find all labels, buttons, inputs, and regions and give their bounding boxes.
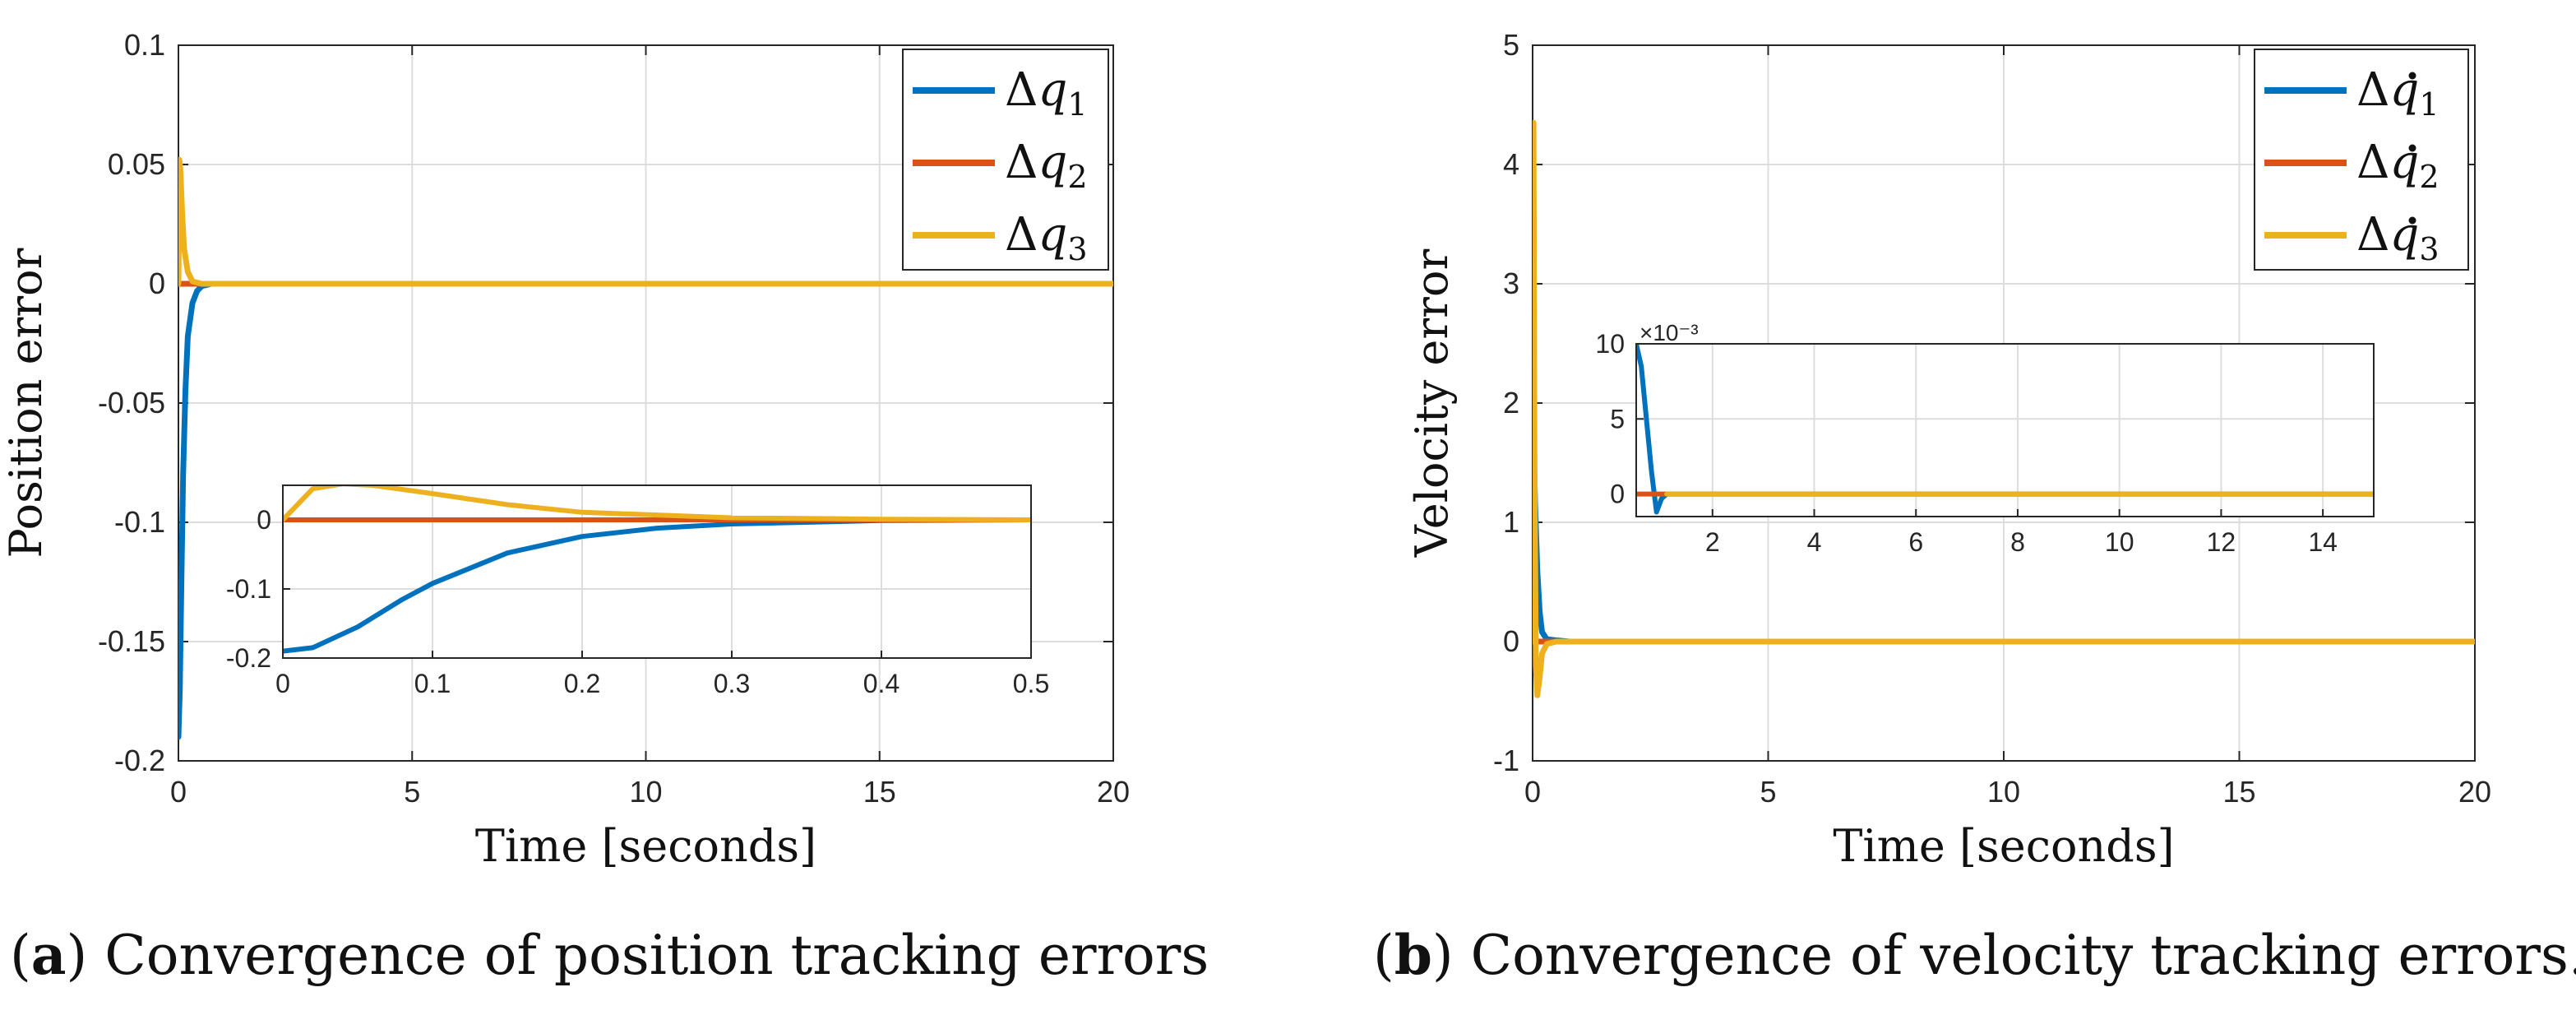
inset-x-tick-label: 0.1 <box>414 669 451 698</box>
caption-a-letter: a <box>30 923 67 987</box>
legend-label-3: Δq3 <box>1005 208 1088 267</box>
legend-label-subscript: 1 <box>2419 86 2439 123</box>
x-tick-label: 15 <box>2222 775 2255 809</box>
y-tick-label: 0.05 <box>108 147 165 181</box>
legend-label-variable: q <box>1038 208 1067 262</box>
legend-label-3: Δq3 <box>2356 208 2440 267</box>
x-tick-label: 20 <box>1097 775 1130 809</box>
inset-exponent-label: ×10⁻³ <box>1639 320 1699 345</box>
legend-label-subscript: 2 <box>2419 159 2439 195</box>
legend-label-base: Δ <box>1005 136 1038 189</box>
legend-label-base: Δ <box>2356 136 2389 189</box>
inset-x-tick-label: 4 <box>1807 527 1822 557</box>
x-tick-label: 5 <box>1760 775 1776 809</box>
legend-label-variable: q <box>2389 136 2419 189</box>
x-tick-label: 10 <box>1987 775 2020 809</box>
inset-frame <box>282 484 1032 659</box>
inset-series-line-3 <box>283 485 1031 522</box>
y-tick-label: 3 <box>1503 267 1519 300</box>
legend-label-1: Δq1 <box>1005 63 1088 123</box>
legend-label-base: Δ <box>2356 63 2389 117</box>
y-tick-label: 2 <box>1503 386 1519 419</box>
y-axis-label: Position error <box>0 248 52 558</box>
inset-x-tick-label: 12 <box>2207 527 2236 557</box>
inset-chart: 2 4 6 8 10 12 14 0 5 10 ×10⁻³ <box>1595 320 2375 557</box>
y-tick-label: 1 <box>1503 505 1519 539</box>
x-tick-label: 15 <box>863 775 896 809</box>
y-tick-label: 5 <box>1503 28 1519 62</box>
y-tick-label: -1 <box>1493 744 1519 777</box>
legend-label-variable: q <box>2389 208 2419 262</box>
caption-a: (a) Convergence of position tracking err… <box>10 923 1209 987</box>
legend-dot-accent <box>2408 72 2416 80</box>
y-tick-label: -0.1 <box>114 505 165 539</box>
legend-dot-accent <box>2408 144 2416 152</box>
caption-b-letter: b <box>1394 923 1432 987</box>
series-line-3 <box>178 156 1113 287</box>
inset-x-tick-label: 6 <box>1908 527 1923 557</box>
inset-x-tick-label: 8 <box>2010 527 2025 557</box>
inset-y-tick-label: 5 <box>1610 404 1625 433</box>
series-line-3 <box>1533 119 2475 698</box>
inset-x-tick-label: 0.5 <box>1013 669 1049 698</box>
inset-frame <box>1635 343 2375 517</box>
y-tick-label: 0 <box>149 267 165 300</box>
inset-x-tick-label: 0 <box>275 669 290 698</box>
inset-y-tick-label: -0.2 <box>226 643 271 673</box>
inset-x-tick-label: 14 <box>2308 527 2338 557</box>
inset-chart: 0 0.1 0.2 0.3 0.4 0.5 -0.2 -0.1 0 <box>226 484 1049 698</box>
x-tick-label: 20 <box>2458 775 2491 809</box>
y-tick-label: 0.1 <box>124 28 165 62</box>
legend-label-variable: q <box>2389 63 2419 117</box>
legend-label-base: Δ <box>1005 208 1038 262</box>
inset-series-line-1 <box>283 517 1031 654</box>
inset-y-tick-label: -0.1 <box>226 574 271 604</box>
x-tick-label: 10 <box>629 775 662 809</box>
y-tick-label: 4 <box>1503 147 1519 181</box>
legend-label-base: Δ <box>2356 208 2389 262</box>
x-tick-label: 0 <box>1524 775 1541 809</box>
x-axis-label: Time [seconds] <box>1833 820 2174 872</box>
x-tick-label: 5 <box>404 775 420 809</box>
legend-label-subscript: 3 <box>1067 231 1087 267</box>
y-tick-label: -0.15 <box>98 624 165 658</box>
legend-label-subscript: 1 <box>1067 86 1087 123</box>
x-tick-label: 0 <box>170 775 187 809</box>
inset-y-tick-label: 0 <box>257 505 271 535</box>
caption-a-text: Convergence of position tracking errors <box>104 924 1209 987</box>
inset-y-tick-label: 0 <box>1610 480 1625 509</box>
inset-x-tick-label: 10 <box>2105 527 2134 557</box>
legend-label-2: Δq2 <box>2356 136 2440 195</box>
inset-frame-outline <box>282 484 1032 659</box>
y-tick-label: -0.05 <box>98 386 165 419</box>
inset-x-tick-label: 0.2 <box>564 669 600 698</box>
legend-label-subscript: 2 <box>1067 159 1087 195</box>
y-tick-label: -0.2 <box>114 744 165 777</box>
inset-y-tick-label: 10 <box>1595 329 1625 359</box>
inset-x-tick-label: 0.3 <box>714 669 750 698</box>
legend-dot-accent <box>2408 216 2416 225</box>
x-axis-label: Time [seconds] <box>475 820 816 872</box>
inset-frame-outline <box>1635 343 2375 517</box>
legend-label-variable: q <box>1038 63 1067 117</box>
legend-label-subscript: 3 <box>2419 231 2439 267</box>
inset-x-tick-label: 2 <box>1705 527 1720 557</box>
legend-label-variable: q <box>1038 136 1067 189</box>
legend-label-base: Δ <box>1005 63 1038 117</box>
legend-label-1: Δq1 <box>2356 63 2440 123</box>
caption-b: (b) Convergence of velocity tracking err… <box>1373 923 2576 987</box>
inset-x-tick-label: 0.4 <box>863 669 900 698</box>
caption-b-text: Convergence of velocity tracking errors. <box>1470 924 2576 987</box>
y-axis-label: Velocity error <box>1406 249 1458 559</box>
legend-label-2: Δq2 <box>1005 136 1088 195</box>
y-tick-label: 0 <box>1503 624 1519 658</box>
